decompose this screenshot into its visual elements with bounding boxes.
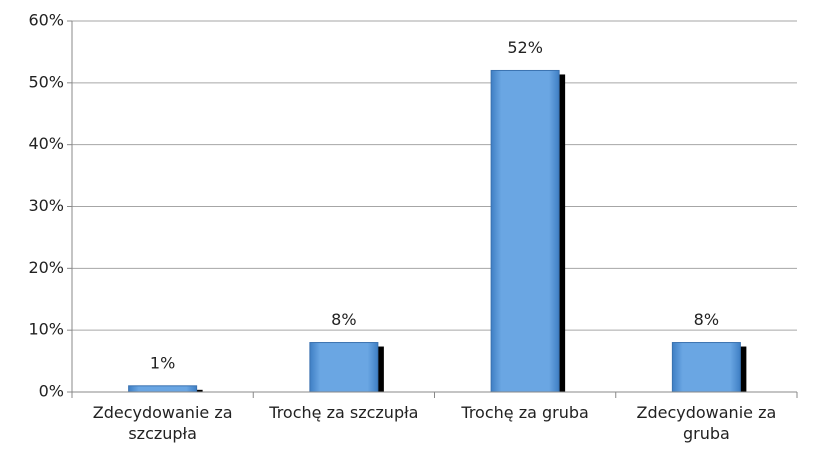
y-tick-label: 50% (28, 72, 64, 91)
bar (490, 69, 560, 393)
y-tick-label: 40% (28, 134, 64, 153)
x-tick-label: Trochę za szczupła (269, 403, 419, 422)
value-label: 8% (694, 310, 719, 329)
bar (309, 342, 379, 393)
x-tick-label: Trochę za gruba (461, 403, 589, 422)
y-tick-label: 10% (28, 320, 64, 339)
x-tick-label: Zdecydowanie za szczupła (92, 403, 233, 443)
value-label: 52% (507, 38, 543, 57)
y-tick-label: 20% (28, 258, 64, 277)
bar (671, 342, 741, 393)
y-tick-label: 30% (28, 196, 64, 215)
bar (128, 385, 198, 393)
y-tick-label: 0% (39, 382, 64, 401)
value-label: 1% (150, 353, 175, 372)
x-tick-label: Zdecydowanie za gruba (636, 403, 777, 443)
value-label: 8% (331, 310, 356, 329)
y-tick-label: 60% (28, 11, 64, 30)
